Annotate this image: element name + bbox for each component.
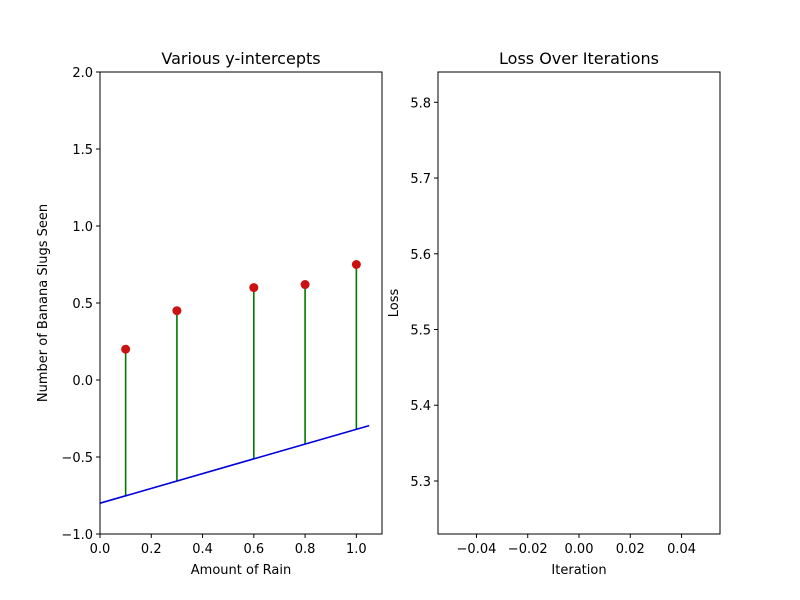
- right-y-tick-label: 5.8: [410, 96, 431, 111]
- data-point: [300, 280, 310, 290]
- right-y-axis-label: Loss: [387, 289, 402, 318]
- left-x-tick-label: 0.4: [192, 542, 213, 557]
- right-y-ticks: 5.3 5.4 5.5 5.6 5.7 5.8: [410, 96, 438, 490]
- right-x-axis-label: Iteration: [551, 563, 606, 578]
- left-x-tick-label: 0.2: [141, 542, 162, 557]
- right-y-tick-label: 5.4: [410, 399, 431, 414]
- left-y-tick-label: −1.0: [61, 528, 93, 543]
- right-y-tick-label: 5.3: [410, 475, 431, 490]
- data-point: [172, 306, 182, 316]
- left-x-tick-label: 0.0: [90, 542, 111, 557]
- data-point: [121, 344, 131, 354]
- data-point: [249, 283, 259, 293]
- left-x-tick-label: 0.8: [295, 542, 316, 557]
- right-x-tick-label: −0.04: [457, 542, 497, 557]
- left-chart-title: Various y-intercepts: [161, 49, 320, 68]
- right-y-tick-label: 5.6: [410, 248, 431, 263]
- right-x-ticks: −0.04 −0.02 0.00 0.02 0.04: [457, 534, 696, 557]
- right-y-tick-label: 5.5: [410, 324, 431, 339]
- left-x-tick-label: 0.6: [243, 542, 264, 557]
- left-x-tick-label: 1.0: [346, 542, 367, 557]
- left-plot-area: [99, 260, 370, 504]
- left-x-axis-label: Amount of Rain: [191, 563, 291, 578]
- data-point: [351, 260, 361, 269]
- right-x-tick-label: 0.00: [565, 542, 594, 557]
- left-y-tick-label: 1.0: [72, 220, 93, 235]
- left-x-ticks: 0.0 0.2 0.4 0.6 0.8 1.0: [90, 534, 367, 557]
- left-y-axis-label: Number of Banana Slugs Seen: [36, 204, 51, 402]
- left-y-tick-label: −0.5: [61, 451, 93, 466]
- right-x-tick-label: 0.02: [616, 542, 645, 557]
- right-chart-title: Loss Over Iterations: [499, 49, 659, 68]
- left-y-tick-label: 2.0: [72, 66, 93, 81]
- left-y-tick-label: 0.5: [72, 297, 93, 312]
- left-y-ticks: −1.0 −0.5 0.0 0.5 1.0 1.5 2.0: [61, 66, 100, 543]
- right-x-tick-label: 0.04: [667, 542, 696, 557]
- right-y-tick-label: 5.7: [410, 172, 431, 187]
- left-y-tick-label: 1.5: [72, 143, 93, 158]
- right-x-tick-label: −0.02: [508, 542, 548, 557]
- regression-line: [99, 424, 370, 504]
- right-chart: Loss Over Iterations −0.04 −0.02 0.00 0.02 0…: [387, 49, 721, 578]
- left-y-tick-label: 0.0: [72, 374, 93, 389]
- left-chart: Various y-intercepts 0.0 0.2 0.4 0.6 0.8 1.0 …: [36, 49, 383, 578]
